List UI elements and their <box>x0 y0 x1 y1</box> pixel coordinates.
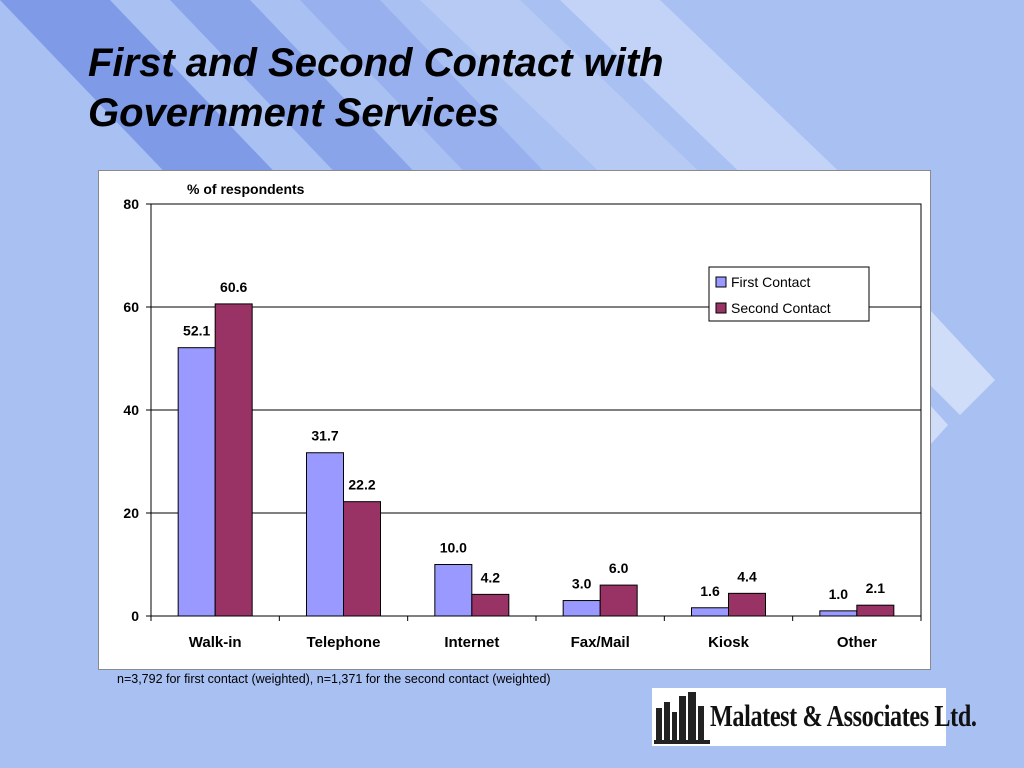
x-tick-label: Other <box>837 634 877 651</box>
data-label: 10.0 <box>440 540 467 556</box>
bar-first-contact <box>177 347 216 617</box>
legend-label: First Contact <box>731 274 810 290</box>
bar-second-contact <box>599 584 638 617</box>
chart-panel: 0 20 40 60 80 % of respondents Walk-in 52.1 60.6… <box>98 170 931 670</box>
logo-text: Malatest & Associates Ltd. <box>710 698 977 733</box>
slide-title: First and Second Contact with Government… <box>88 38 988 138</box>
legend <box>708 266 870 322</box>
legend-label: Second Contact <box>731 300 831 316</box>
y-tick-label: 60 <box>123 299 139 315</box>
bar-second-contact <box>728 592 766 617</box>
data-label: 2.1 <box>866 580 886 596</box>
data-label: 1.0 <box>829 586 849 602</box>
y-axis-label: % of respondents <box>187 181 305 197</box>
data-label: 4.4 <box>737 568 757 584</box>
legend-swatch <box>715 276 727 288</box>
bar-first-contact <box>306 452 344 617</box>
data-label: 6.0 <box>609 560 629 576</box>
data-label: 4.2 <box>481 569 501 585</box>
x-tick-label: Telephone <box>307 634 381 651</box>
slide-title-line-2: Government Services <box>88 91 500 135</box>
data-label: 31.7 <box>311 428 338 444</box>
x-tick-label: Kiosk <box>708 634 750 651</box>
y-tick-label: 20 <box>123 505 139 521</box>
x-tick-label: Internet <box>444 634 499 651</box>
bar-second-contact <box>343 501 381 617</box>
building-logo-icon <box>654 692 710 744</box>
x-tick-label: Walk-in <box>189 634 242 651</box>
data-label: 52.1 <box>183 323 210 339</box>
data-label: 60.6 <box>220 279 247 295</box>
bar-second-contact <box>856 604 895 617</box>
bar-second-contact <box>214 303 253 617</box>
company-logo: Malatest & Associates Ltd. <box>652 688 977 746</box>
y-tick-label: 40 <box>123 402 139 418</box>
bar-second-contact <box>471 593 510 617</box>
y-tick-label: 0 <box>131 608 139 624</box>
legend-swatch <box>715 302 727 314</box>
bar-first-contact <box>434 564 473 617</box>
data-label: 22.2 <box>348 477 375 493</box>
slide-title-line-1: First and Second Contact with <box>88 41 664 85</box>
y-tick-label: 80 <box>123 196 139 212</box>
data-label: 1.6 <box>700 583 720 599</box>
bar-first-contact <box>562 600 601 617</box>
bar-first-contact <box>691 607 729 617</box>
footnote: n=3,792 for first contact (weighted), n=… <box>117 672 551 686</box>
data-label: 3.0 <box>572 576 592 592</box>
x-tick-label: Fax/Mail <box>571 634 630 651</box>
bar-chart: 0 20 40 60 80 % of respondents Walk-in 52.1 60.6… <box>123 181 922 651</box>
bar-first-contact <box>819 610 858 617</box>
